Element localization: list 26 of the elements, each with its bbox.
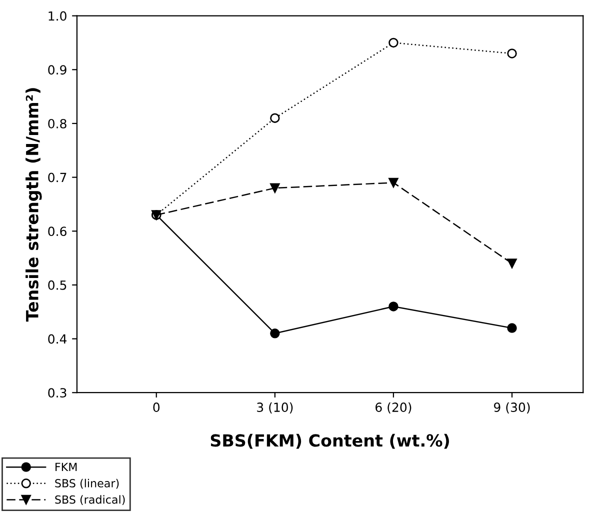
point — [507, 48, 517, 58]
y-tick-label: 0.5 — [48, 280, 66, 290]
y-tick-label: 0.3 — [48, 388, 66, 398]
y-tick-label: 0.7 — [48, 172, 66, 182]
point — [270, 183, 280, 193]
legend-label: SBS (linear) — [55, 478, 119, 489]
y-tick-label: 1.0 — [48, 11, 66, 21]
point — [388, 178, 398, 188]
point — [507, 258, 517, 268]
x-axis-title: SBS(FKM) Content (wt.%) — [210, 434, 449, 449]
y-axis-title: Tensile strength (N/mm²) — [26, 88, 42, 322]
x-tick-label: 0 — [153, 402, 160, 412]
legend-label: SBS (radical) — [55, 495, 125, 506]
x-tick-label: 9 (30) — [494, 402, 530, 414]
y-tick-label: 0.9 — [48, 65, 66, 75]
point — [388, 302, 398, 312]
legend-label: FKM — [56, 462, 77, 471]
y-tick-label: 0.6 — [48, 226, 66, 236]
x-tick-label: 6 (20) — [376, 402, 412, 414]
point — [507, 323, 517, 333]
point — [270, 113, 280, 123]
point — [388, 38, 398, 48]
x-tick-label: 3 (10) — [257, 402, 293, 414]
y-tick-label: 0.4 — [48, 334, 67, 344]
point — [270, 328, 280, 338]
y-tick-label: 0.8 — [48, 118, 66, 128]
